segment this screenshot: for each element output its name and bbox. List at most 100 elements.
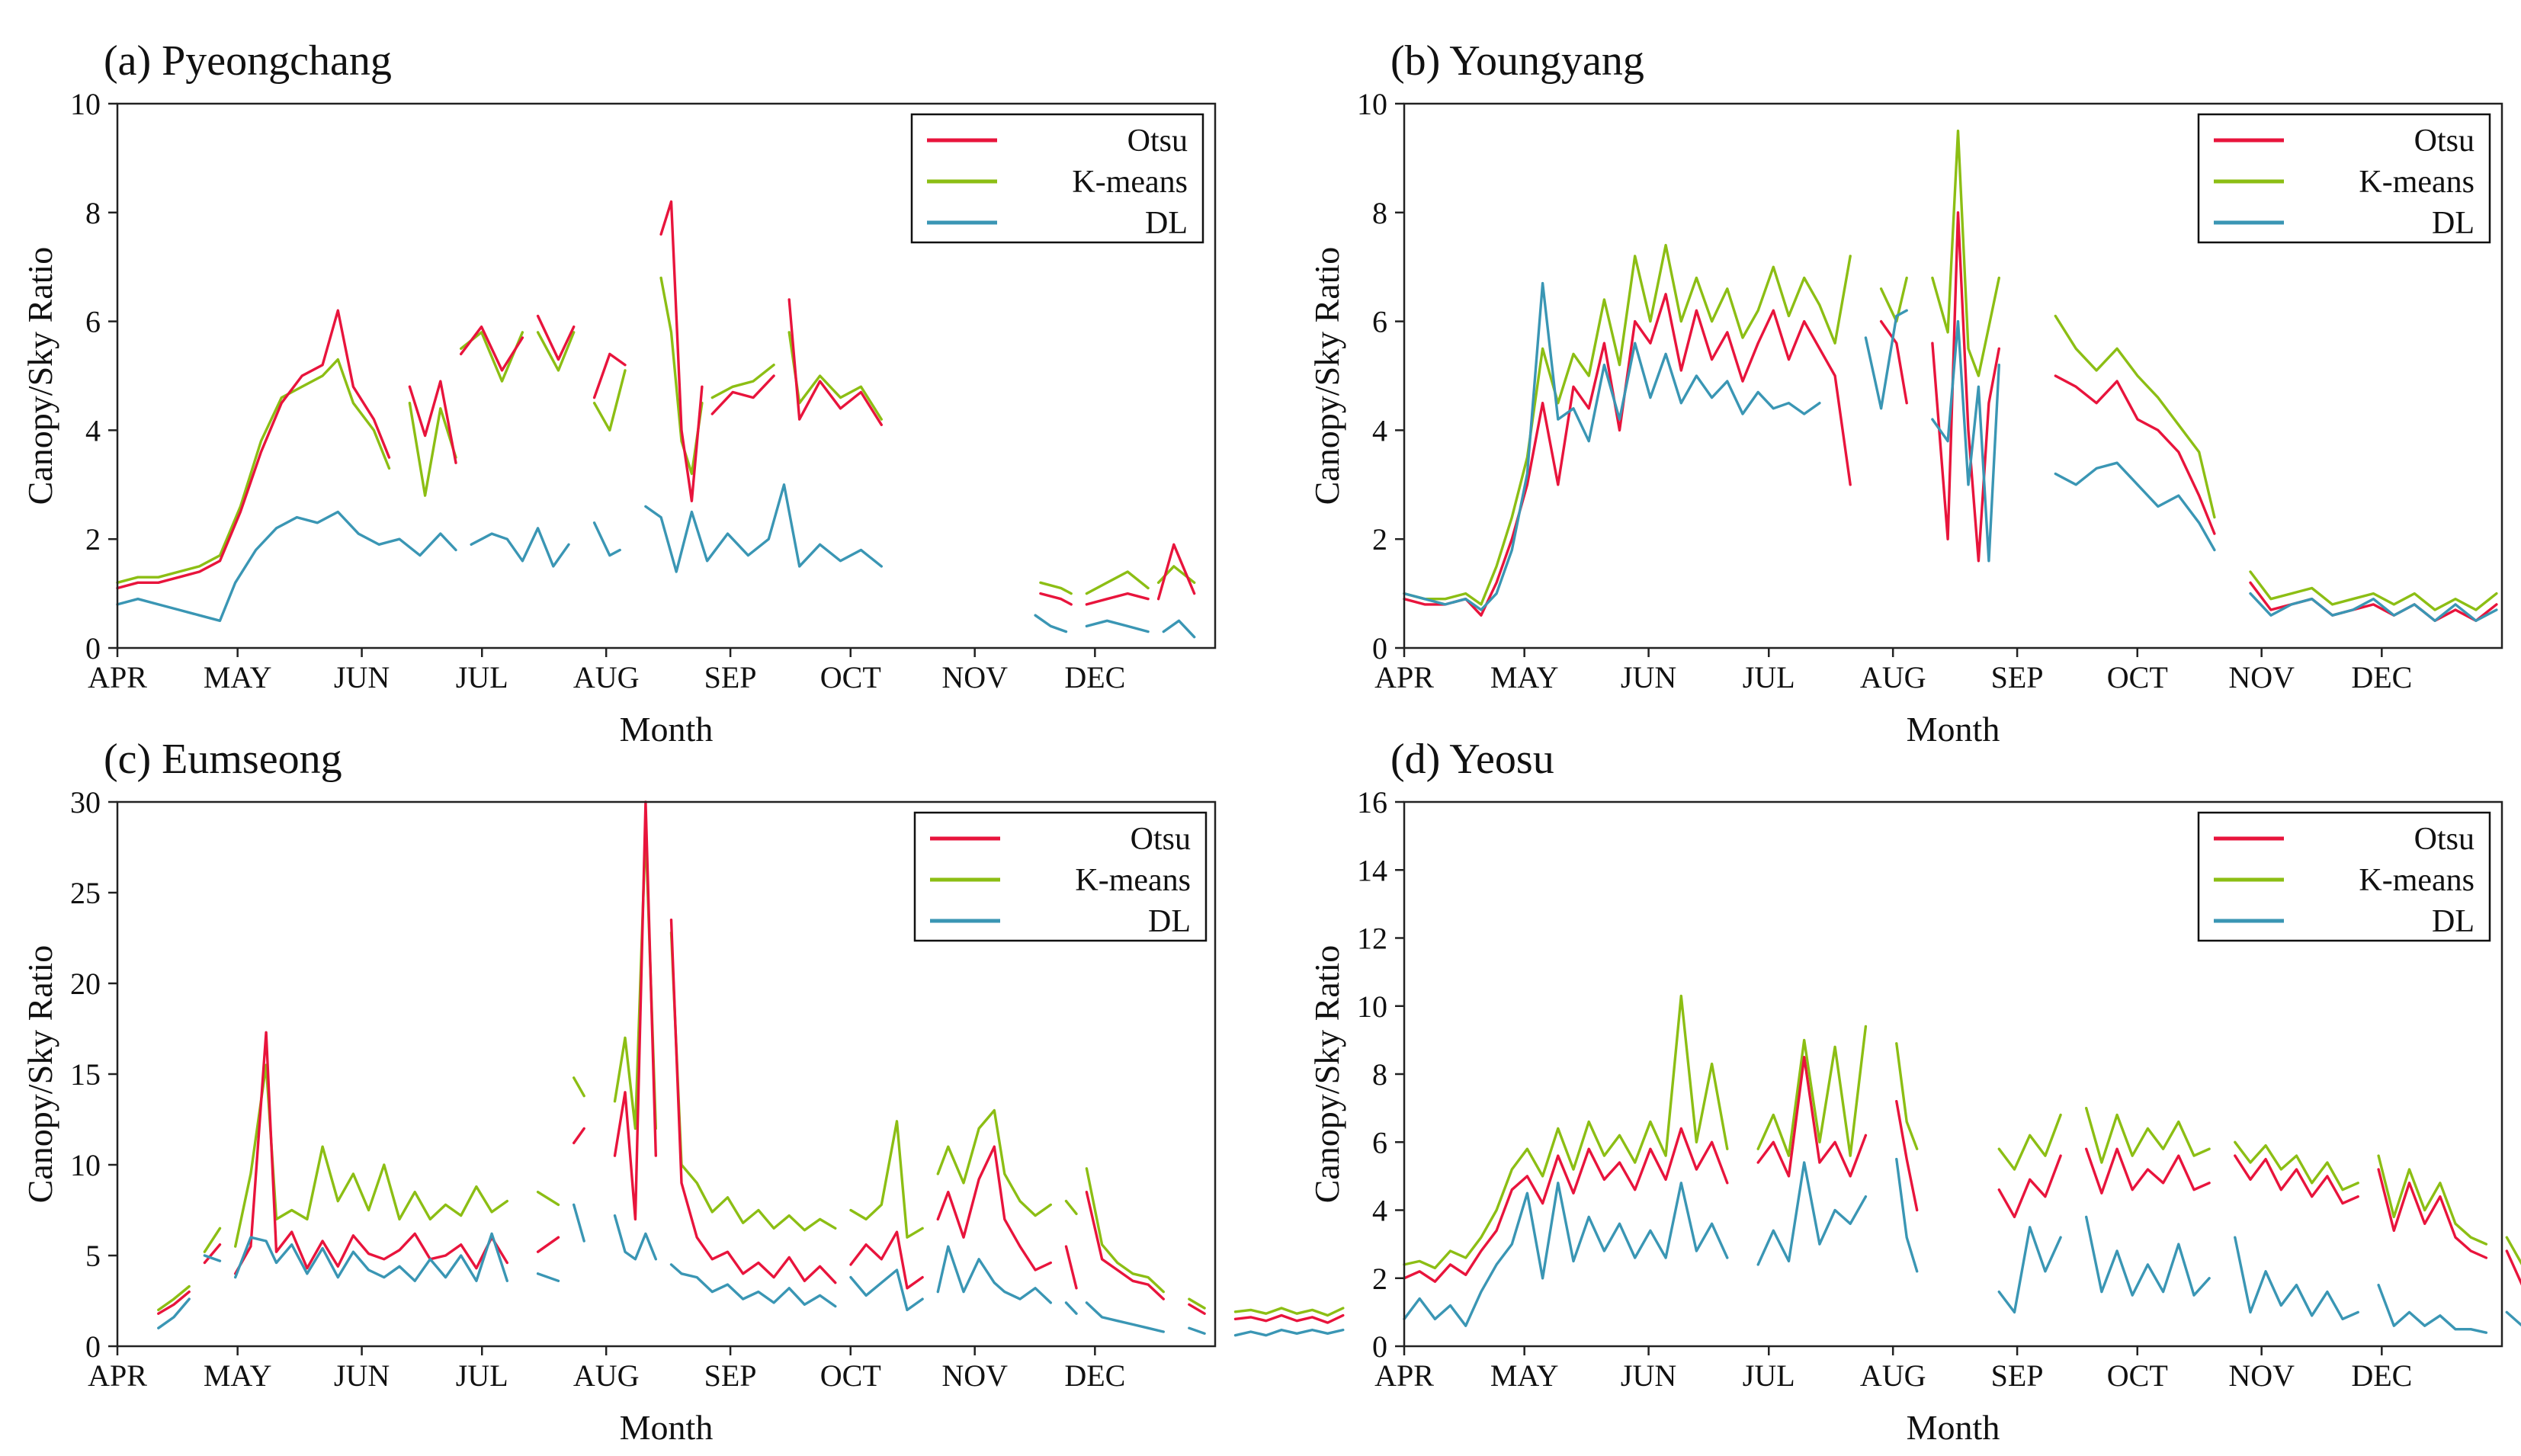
y-tick-label: 6 bbox=[1372, 305, 1387, 339]
series-line-segment bbox=[2054, 461, 2216, 552]
x-tick-label: DEC bbox=[1064, 660, 1125, 694]
y-tick-label: 4 bbox=[1372, 413, 1387, 447]
legend-label: K-means bbox=[2359, 863, 2474, 898]
legend-label: K-means bbox=[2359, 165, 2474, 200]
series-line-segment bbox=[573, 1076, 585, 1098]
series-line-segment bbox=[116, 309, 391, 590]
series-line-segment bbox=[644, 483, 884, 573]
x-tick-label: AUG bbox=[573, 660, 640, 694]
series-line-segment bbox=[2249, 570, 2498, 611]
x-tick-label: OCT bbox=[2107, 660, 2168, 694]
series-line-segment bbox=[659, 200, 704, 502]
series-line-segment bbox=[1403, 994, 1729, 1270]
legend-label: Otsu bbox=[2414, 822, 2474, 857]
y-tick-label: 4 bbox=[85, 413, 101, 447]
series-line-segment bbox=[1756, 1055, 1868, 1178]
y-tick-label: 0 bbox=[85, 1329, 101, 1364]
series-line-segment bbox=[849, 1230, 924, 1290]
legend: Otsu K-means DL bbox=[910, 113, 1204, 244]
series-line-segment bbox=[936, 1145, 1053, 1272]
x-tick-label: APR bbox=[1374, 660, 1434, 694]
series-line-segment bbox=[1162, 619, 1196, 639]
y-axis-label: Canopy/Sky Ratio bbox=[21, 945, 59, 1204]
series-line-segment bbox=[1039, 581, 1073, 595]
series-line-segment bbox=[592, 521, 621, 557]
series-line-segment bbox=[203, 1243, 222, 1265]
series-line-segment bbox=[1895, 1042, 1919, 1150]
series-line-segment bbox=[1931, 211, 2001, 563]
series-line-segment bbox=[1085, 592, 1150, 606]
y-tick-label: 8 bbox=[85, 196, 101, 230]
x-tick-label: APR bbox=[88, 660, 147, 694]
series-line-segment bbox=[1085, 1301, 1166, 1333]
series-line-segment bbox=[1085, 1167, 1166, 1294]
series-otsu bbox=[157, 800, 1345, 1324]
series-line-segment bbox=[2505, 1310, 2521, 1327]
series-line-segment bbox=[1188, 1326, 1206, 1336]
series-line-segment bbox=[710, 374, 775, 415]
series-line-segment bbox=[1064, 1301, 1078, 1315]
series-line-segment bbox=[536, 331, 576, 372]
series-line-segment bbox=[1064, 1199, 1078, 1216]
series-line-segment bbox=[1233, 1313, 1345, 1324]
x-tick-label: MAY bbox=[1490, 1358, 1559, 1393]
series-line-segment bbox=[536, 314, 576, 361]
series-line-segment bbox=[1156, 543, 1196, 601]
series-line-segment bbox=[408, 402, 457, 497]
series-line-segment bbox=[849, 1120, 924, 1239]
series-line-segment bbox=[1879, 319, 1908, 405]
x-tick-label: NOV bbox=[941, 1358, 1008, 1393]
series-line-segment bbox=[1879, 276, 1908, 323]
chart-panel-4: (d) Yeosu 0 2 4 6 8 10 12 14 16 APR MAY JUN JUL AUG SEP… bbox=[1307, 736, 2521, 1447]
y-tick-label: 15 bbox=[70, 1057, 101, 1092]
legend-label: Otsu bbox=[1131, 822, 1191, 857]
legend-label: Otsu bbox=[2414, 123, 2474, 159]
x-tick-label: OCT bbox=[820, 1358, 881, 1393]
series-line-segment bbox=[2054, 374, 2216, 535]
x-tick-label: JUN bbox=[334, 660, 390, 694]
series-line-segment bbox=[157, 1284, 191, 1312]
y-tick-label: 6 bbox=[1372, 1125, 1387, 1159]
x-tick-label: NOV bbox=[2228, 1358, 2295, 1393]
plot-frame bbox=[116, 102, 1217, 649]
series-line-segment bbox=[1931, 319, 2001, 563]
x-tick-label: DEC bbox=[2351, 1358, 2412, 1393]
chart-title: (b) Youngyang bbox=[1390, 37, 1644, 85]
x-tick-label: JUN bbox=[1621, 1358, 1676, 1393]
series-otsu bbox=[1403, 1055, 2521, 1286]
legend-label: DL bbox=[2432, 206, 2474, 241]
x-tick-label: DEC bbox=[2351, 660, 2412, 694]
x-tick-label: MAY bbox=[1490, 660, 1559, 694]
series-line-segment bbox=[234, 1232, 508, 1283]
series-line-segment bbox=[408, 380, 457, 464]
series-line-segment bbox=[1403, 1127, 1729, 1283]
y-tick-label: 12 bbox=[1357, 922, 1387, 956]
legend-label: Otsu bbox=[1127, 123, 1188, 159]
x-tick-label: JUN bbox=[1621, 660, 1676, 694]
series-line-segment bbox=[536, 1272, 560, 1283]
x-tick-label: NOV bbox=[2228, 660, 2295, 694]
series-line-segment bbox=[1931, 129, 2001, 377]
x-tick-label: AUG bbox=[573, 1358, 640, 1393]
y-tick-label: 0 bbox=[1372, 631, 1387, 665]
series-line-segment bbox=[787, 298, 884, 426]
series-line-segment bbox=[536, 1190, 560, 1207]
x-tick-label: OCT bbox=[820, 660, 881, 694]
x-tick-label: JUL bbox=[456, 660, 508, 694]
series-dl bbox=[1403, 281, 2498, 622]
series-line-segment bbox=[536, 1236, 560, 1253]
y-tick-label: 10 bbox=[70, 87, 101, 121]
series-line-segment bbox=[1233, 1328, 1345, 1337]
legend-label: DL bbox=[2432, 904, 2474, 939]
series-dl bbox=[157, 1203, 1345, 1337]
legend: Otsu K-means DL bbox=[913, 811, 1208, 942]
series-line-segment bbox=[234, 1063, 508, 1248]
y-tick-label: 6 bbox=[85, 305, 101, 339]
series-line-segment bbox=[1895, 1099, 1919, 1212]
legend-label: DL bbox=[1148, 904, 1191, 939]
series-line-segment bbox=[1085, 619, 1150, 633]
series-line-segment bbox=[1085, 1190, 1166, 1300]
y-tick-label: 2 bbox=[85, 522, 101, 556]
series-line-segment bbox=[592, 352, 627, 399]
series-line-segment bbox=[1403, 1182, 1729, 1327]
